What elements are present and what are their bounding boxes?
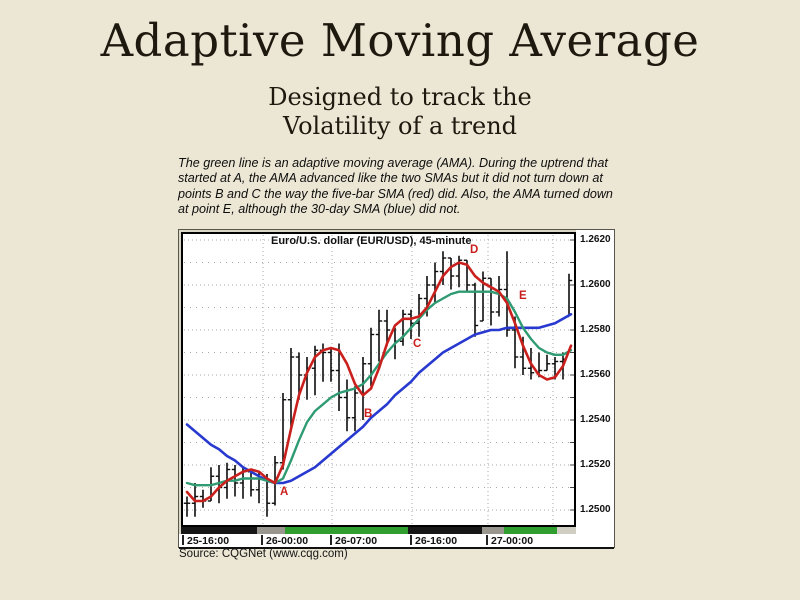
y-tick-label: 1.2500	[580, 503, 611, 515]
x-tick-mark	[261, 535, 263, 545]
description-line: The green line is an adaptive moving ave…	[178, 156, 608, 170]
subtitle-line: Designed to track the	[268, 83, 532, 111]
page-title: Adaptive Moving Average	[100, 14, 700, 67]
x-tick-mark	[486, 535, 488, 545]
x-tick-label: 27-00:00	[491, 535, 534, 547]
chart-description: The green line is an adaptive moving ave…	[178, 156, 613, 218]
description-line: started at A, the AMA advanced like the …	[178, 171, 603, 186]
point-label-C: C	[413, 338, 421, 350]
x-tick-label: 26-00:00	[266, 535, 309, 547]
y-tick-label: 1.2520	[580, 458, 611, 470]
point-label-E: E	[519, 290, 527, 302]
point-label-A: A	[280, 486, 288, 498]
price-plot-svg: A B C D E	[183, 235, 574, 524]
x-axis: 25-16:00 26-00:00 26-07:00 26-16:00 27-00:00	[179, 534, 614, 549]
y-tick-label: 1.2560	[580, 368, 611, 380]
y-tick-label: 1.2580	[580, 323, 611, 335]
x-tick-label: 26-07:00	[335, 535, 378, 547]
plot-area: A B C D E Euro/U.S. dollar (EUR/USD), 45-min…	[181, 232, 576, 527]
y-axis: 1.2620 1.2600 1.2580 1.2560 1.2540 1.2520 1.25…	[576, 230, 614, 534]
session-bar	[181, 527, 576, 534]
point-label-B: B	[364, 408, 372, 420]
slide-subtitle: Designed to track the Volatility of a tr…	[0, 83, 800, 141]
session-segment	[285, 527, 408, 534]
description-line: at point E, although the 30-day SMA (blu…	[178, 202, 461, 217]
y-tick-label: 1.2600	[580, 278, 611, 290]
source-credit: Source: CQGNet (www.cqg.com)	[179, 548, 348, 560]
y-tick-label: 1.2540	[580, 413, 611, 425]
subtitle-line: Volatility of a trend	[282, 112, 518, 140]
x-tick-mark	[182, 535, 184, 545]
y-tick-label: 1.2620	[580, 233, 611, 245]
x-tick-mark	[330, 535, 332, 545]
session-segment	[181, 527, 257, 534]
session-segment	[257, 527, 285, 534]
point-label-D: D	[470, 244, 478, 256]
x-tick-mark	[410, 535, 412, 545]
session-segment	[504, 527, 557, 534]
chart-title: Euro/U.S. dollar (EUR/USD), 45-minute	[271, 235, 472, 247]
x-tick-label: 25-16:00	[187, 535, 230, 547]
session-segment	[557, 527, 576, 534]
description-line: points B and C the way the five-bar SMA …	[178, 186, 613, 201]
x-tick-label: 26-16:00	[415, 535, 458, 547]
session-segment	[482, 527, 504, 534]
session-segment	[408, 527, 482, 534]
price-chart: A B C D E Euro/U.S. dollar (EUR/USD), 45-min…	[178, 229, 615, 549]
